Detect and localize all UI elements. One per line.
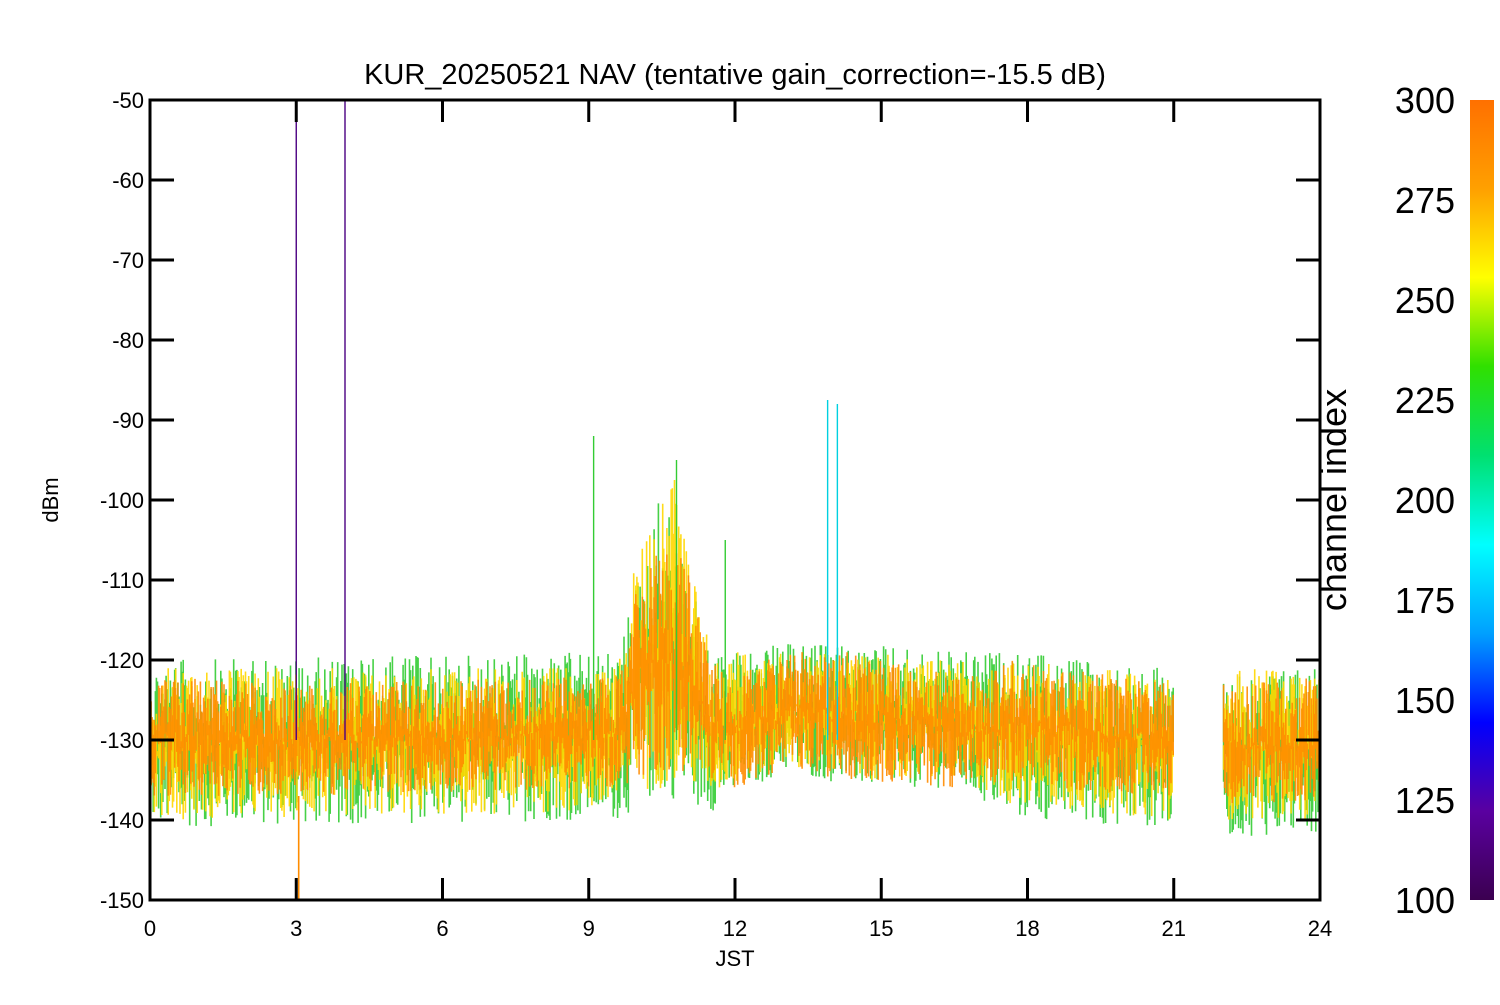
x-tick-label: 6 [436, 916, 448, 941]
x-tick-label: 0 [144, 916, 156, 941]
chart-title: KUR_20250521 NAV (tentative gain_correct… [364, 59, 1106, 91]
y-tick-label: -90 [112, 408, 144, 433]
y-tick-label: -100 [100, 488, 144, 513]
x-tick-label: 24 [1308, 916, 1332, 941]
series-spikes-ch175 [826, 400, 839, 740]
series-band-ch300 [150, 553, 1320, 803]
colorbar-label: channel index [1313, 389, 1354, 611]
x-tick-label: 9 [583, 916, 595, 941]
y-tick-label: -120 [100, 648, 144, 673]
colorbar-tick-label: 200 [1395, 480, 1455, 521]
y-tick-label: -140 [100, 808, 144, 833]
x-axis-label: JST [715, 946, 754, 971]
y-tick-label: -60 [112, 168, 144, 193]
colorbar-tick-label: 150 [1395, 680, 1455, 721]
colorbar-tick-label: 125 [1395, 780, 1455, 821]
x-tick-label: 12 [723, 916, 747, 941]
y-tick-label: -110 [102, 568, 144, 593]
colorbar-tick-label: 275 [1395, 180, 1455, 221]
x-tick-label: 21 [1162, 916, 1186, 941]
x-tick-label: 18 [1015, 916, 1039, 941]
colorbar-scale [1470, 100, 1494, 900]
x-tick-label: 3 [290, 916, 302, 941]
plot-area [150, 100, 1320, 900]
y-axis-label: dBm [38, 477, 63, 522]
series-spikes-ch225 [592, 436, 726, 740]
y-tick-label: -50 [112, 88, 144, 113]
y-tick-label: -150 [100, 888, 144, 913]
y-tick-label: -70 [112, 248, 144, 273]
x-axis: 0 3 6 9 12 15 18 21 24 [144, 100, 1332, 941]
colorbar-tick-label: 300 [1395, 80, 1455, 121]
y-tick-label: -130 [100, 728, 144, 753]
colorbar-tick-label: 175 [1395, 580, 1455, 621]
colorbar-tick-label: 225 [1395, 380, 1455, 421]
y-tick-label: -80 [112, 328, 144, 353]
colorbar-tick-label: 250 [1395, 280, 1455, 321]
x-tick-label: 15 [869, 916, 893, 941]
series-band-path [150, 553, 1320, 803]
colorbar: 100 125 150 175 200 225 250 275 300 [1395, 80, 1494, 921]
y-axis: -50 -60 -70 -80 -90 -100 -110 -120 -130 -140 -150 [100, 88, 1320, 913]
colorbar-tick-label: 100 [1395, 880, 1455, 921]
series-spikes-ch105 [295, 100, 346, 740]
